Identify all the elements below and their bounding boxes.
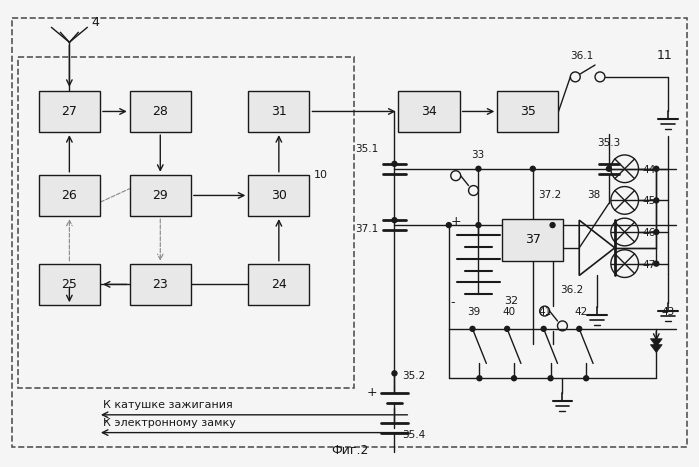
Text: 37: 37: [525, 234, 541, 247]
Text: 39: 39: [468, 307, 481, 317]
Text: 35.1: 35.1: [355, 144, 378, 154]
Text: +: +: [451, 215, 461, 228]
Bar: [129, 175, 191, 216]
Text: 25: 25: [62, 278, 78, 291]
Text: 4: 4: [91, 15, 99, 28]
Circle shape: [476, 166, 481, 171]
Polygon shape: [650, 339, 662, 347]
Text: К катушке зажигания: К катушке зажигания: [103, 400, 233, 410]
Text: 32: 32: [504, 296, 518, 306]
Text: 35.2: 35.2: [403, 371, 426, 381]
Circle shape: [476, 223, 481, 227]
Circle shape: [577, 326, 582, 331]
Text: 44: 44: [642, 165, 656, 175]
Circle shape: [584, 376, 589, 381]
Circle shape: [392, 218, 397, 223]
Text: 23: 23: [152, 278, 168, 291]
Text: 24: 24: [271, 278, 287, 291]
Text: 28: 28: [152, 105, 168, 118]
Text: 33: 33: [472, 150, 485, 160]
Text: К электронному замку: К электронному замку: [103, 417, 236, 428]
Circle shape: [548, 376, 553, 381]
Bar: [38, 91, 100, 132]
Text: 10: 10: [313, 170, 327, 180]
Bar: [248, 91, 310, 132]
Circle shape: [654, 198, 658, 203]
Text: 41: 41: [539, 307, 552, 317]
Text: 29: 29: [152, 189, 168, 202]
Text: 27: 27: [62, 105, 78, 118]
Circle shape: [505, 326, 510, 331]
Text: Фиг.2: Фиг.2: [331, 444, 368, 457]
Text: 38: 38: [587, 191, 600, 200]
Text: 45: 45: [642, 196, 656, 206]
Bar: [248, 264, 310, 305]
Circle shape: [477, 376, 482, 381]
Text: 26: 26: [62, 189, 78, 202]
Text: 31: 31: [271, 105, 287, 118]
Circle shape: [392, 371, 397, 376]
Text: 47: 47: [642, 260, 656, 269]
Text: +: +: [367, 386, 377, 399]
Circle shape: [531, 166, 535, 171]
Text: 35.4: 35.4: [403, 430, 426, 439]
Circle shape: [541, 326, 546, 331]
Circle shape: [550, 223, 555, 227]
Circle shape: [654, 230, 658, 234]
Bar: [398, 91, 460, 132]
Circle shape: [447, 223, 452, 227]
Text: 43: 43: [661, 307, 675, 317]
Bar: [248, 175, 310, 216]
Text: -: -: [103, 415, 107, 425]
Bar: [38, 175, 100, 216]
Text: 36.1: 36.1: [570, 51, 593, 61]
Text: 37.1: 37.1: [355, 224, 378, 234]
Text: 40: 40: [502, 307, 515, 317]
Text: 30: 30: [271, 189, 287, 202]
Bar: [129, 91, 191, 132]
Bar: [502, 219, 563, 261]
Polygon shape: [650, 345, 662, 353]
Text: 34: 34: [421, 105, 437, 118]
Bar: [129, 264, 191, 305]
Text: 35.3: 35.3: [597, 138, 620, 148]
Circle shape: [654, 261, 658, 266]
Text: 42: 42: [575, 307, 588, 317]
Bar: [18, 57, 354, 388]
Text: -: -: [451, 296, 455, 309]
Circle shape: [654, 166, 658, 171]
Circle shape: [470, 326, 475, 331]
Text: 35: 35: [520, 105, 536, 118]
Bar: [38, 264, 100, 305]
Text: 11: 11: [656, 49, 672, 62]
Circle shape: [512, 376, 517, 381]
Text: 37.2: 37.2: [538, 191, 561, 200]
Circle shape: [392, 162, 397, 166]
Text: 46: 46: [642, 228, 656, 238]
Bar: [497, 91, 559, 132]
Circle shape: [607, 166, 612, 171]
Text: 36.2: 36.2: [561, 285, 584, 295]
